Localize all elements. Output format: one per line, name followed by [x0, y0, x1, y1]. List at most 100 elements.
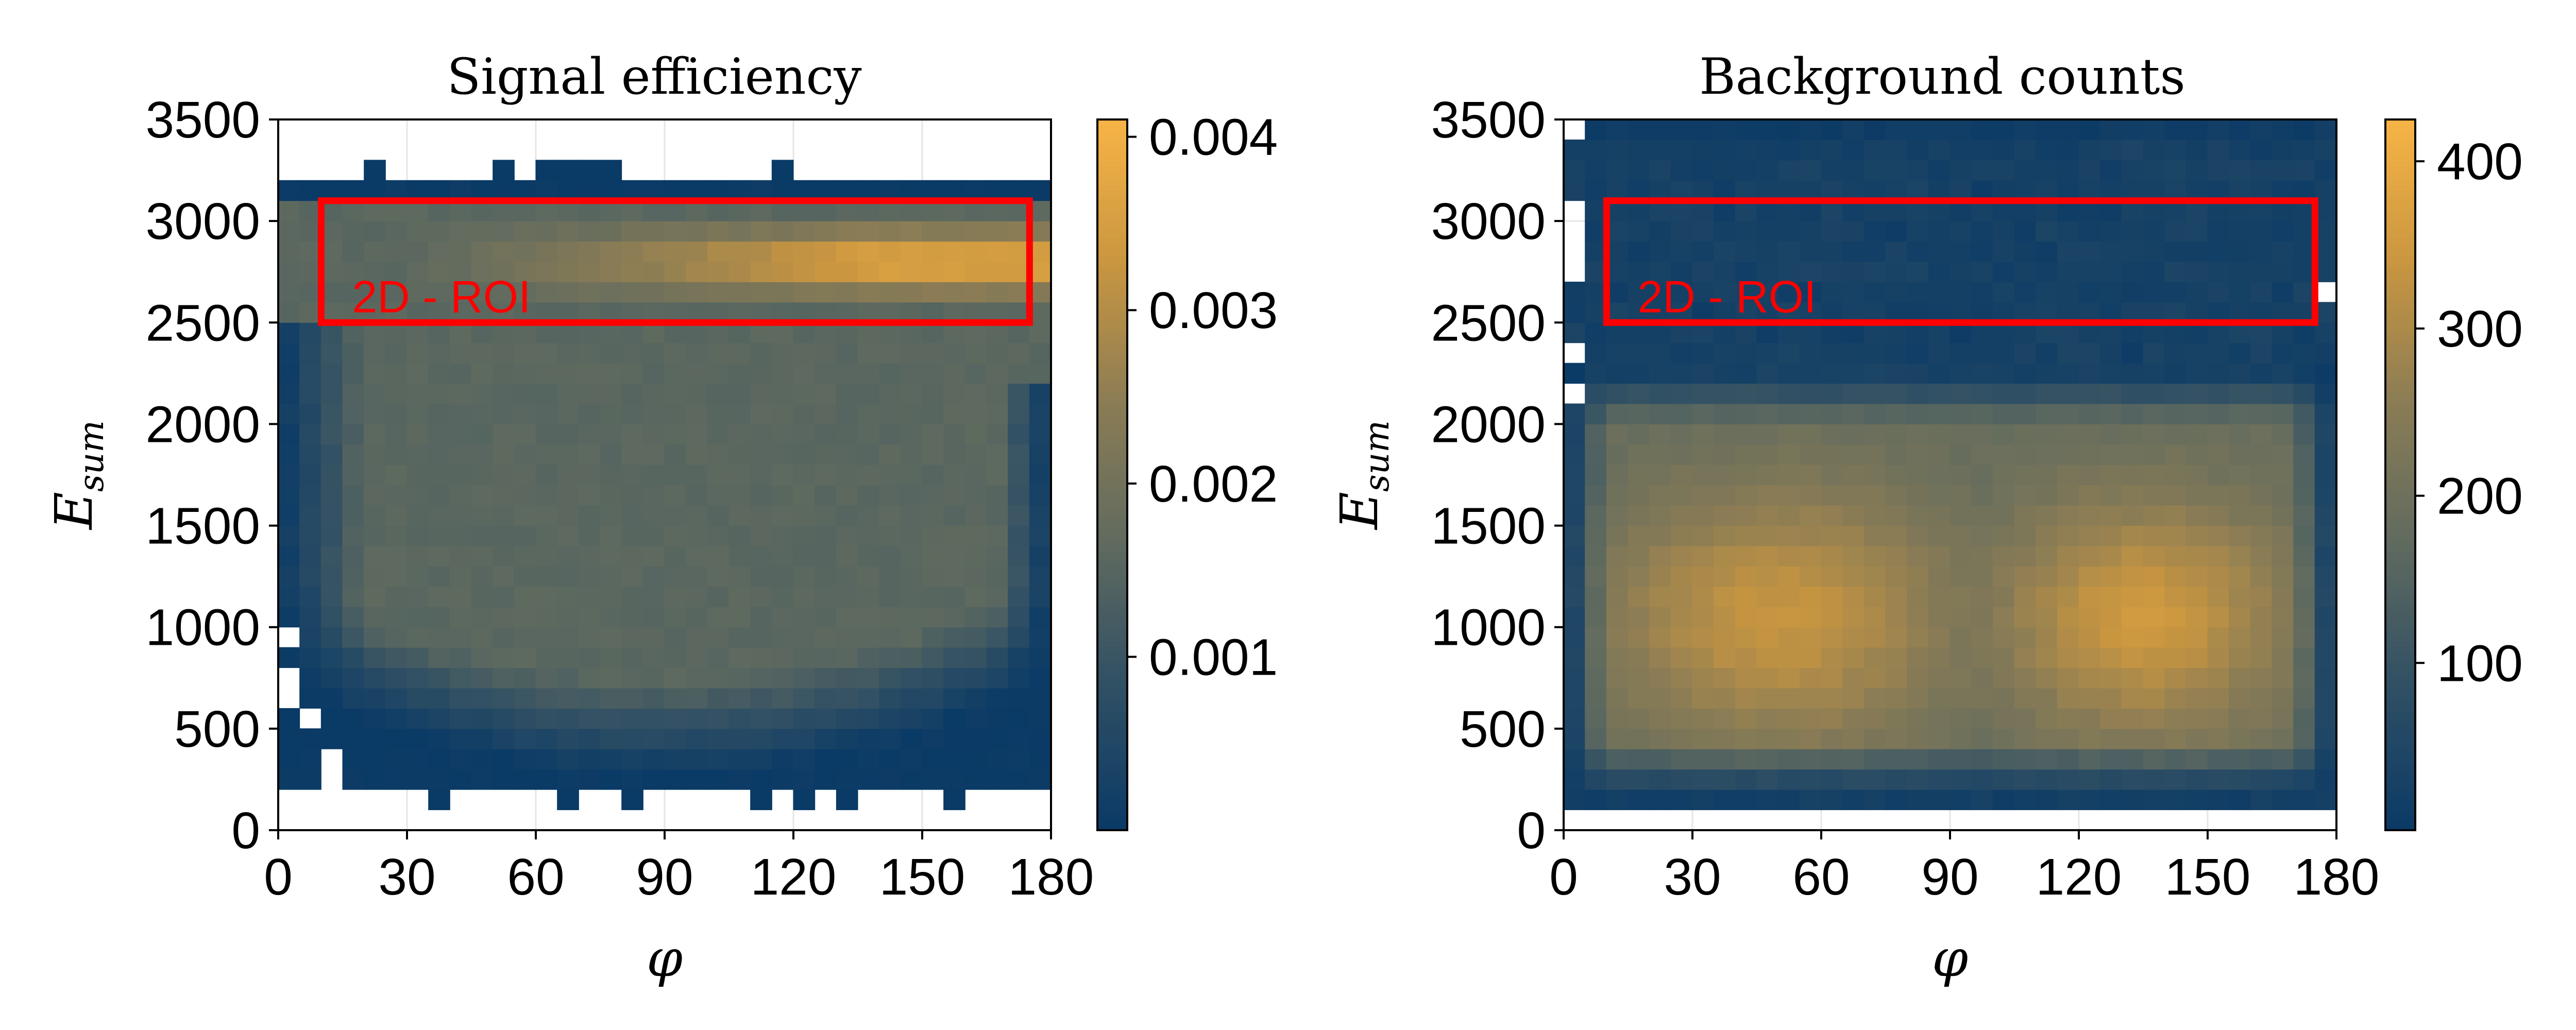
- colorbar-segment: [1097, 362, 1127, 369]
- heatmap-cell: [2014, 728, 2037, 749]
- y-tick-label: 2500: [146, 294, 260, 352]
- heatmap-cell: [1950, 241, 1972, 262]
- heatmap-cell: [428, 505, 450, 526]
- heatmap-cell: [1863, 403, 1886, 424]
- heatmap-cell: [2229, 241, 2251, 262]
- heatmap-cell: [728, 688, 751, 709]
- heatmap-cell: [2014, 565, 2037, 587]
- heatmap-cell: [342, 748, 365, 770]
- heatmap-cell: [2164, 688, 2187, 709]
- heatmap-cell: [1670, 586, 1693, 607]
- heatmap-cell: [278, 444, 300, 465]
- heatmap-cell: [1971, 769, 1993, 790]
- heatmap-cell: [771, 342, 794, 364]
- heatmap-cell: [1606, 444, 1629, 465]
- heatmap-cell: [664, 748, 687, 770]
- colorbar-segment: [2385, 166, 2415, 173]
- heatmap-cell: [2121, 160, 2144, 181]
- heatmap-cell: [943, 383, 965, 404]
- colorbar-segment: [2385, 540, 2415, 546]
- heatmap-cell: [2121, 525, 2144, 546]
- heatmap-cell: [1907, 281, 1929, 303]
- heatmap-cell: [1778, 647, 1800, 668]
- heatmap-cell: [2014, 444, 2037, 465]
- colorbar-segment: [2385, 267, 2415, 274]
- heatmap-cell: [364, 383, 386, 404]
- colorbar-segment: [2385, 486, 2415, 493]
- heatmap-cell: [1842, 728, 1865, 749]
- heatmap-cell: [535, 403, 558, 424]
- heatmap-cell: [664, 281, 687, 303]
- heatmap-cell: [535, 688, 558, 709]
- heatmap-cell: [342, 403, 365, 424]
- heatmap-cell: [1971, 505, 1993, 526]
- heatmap-cell: [707, 688, 730, 709]
- heatmap-cell: [771, 667, 794, 689]
- heatmap-cell: [535, 423, 558, 445]
- heatmap-cell: [879, 423, 901, 445]
- heatmap-cell: [750, 586, 772, 607]
- heatmap-cell: [2250, 525, 2273, 546]
- colorbar-segment: [2385, 581, 2415, 588]
- heatmap-cell: [1907, 565, 1929, 587]
- heatmap-cell: [621, 464, 643, 486]
- heatmap-cell: [2100, 627, 2122, 648]
- heatmap-cell: [1885, 647, 1908, 668]
- heatmap-cell: [1714, 708, 1736, 729]
- heatmap-cell: [664, 342, 687, 364]
- heatmap-cell: [943, 789, 965, 811]
- heatmap-cell: [964, 220, 987, 242]
- heatmap-cell: [815, 241, 837, 262]
- heatmap-cell: [1008, 444, 1030, 465]
- heatmap-cell: [1008, 485, 1030, 506]
- heatmap-cell: [2121, 647, 2144, 668]
- heatmap-cell: [2078, 586, 2101, 607]
- heatmap-cell: [2164, 261, 2187, 282]
- heatmap-cell: [406, 728, 429, 749]
- heatmap-cell: [1992, 423, 2015, 445]
- heatmap-cell: [1799, 342, 1822, 364]
- heatmap-cell: [1885, 748, 1908, 770]
- heatmap-cell: [406, 525, 429, 546]
- colorbar-segment: [1097, 249, 1127, 256]
- heatmap-cell: [2121, 220, 2144, 242]
- colorbar-segment: [1097, 279, 1127, 286]
- heatmap-cell: [2207, 220, 2230, 242]
- heatmap-cell: [578, 748, 601, 770]
- heatmap-cell: [364, 647, 386, 668]
- heatmap-cell: [1735, 444, 1757, 465]
- panel-1-y-label-sub: sum: [72, 420, 111, 492]
- heatmap-cell: [1008, 363, 1030, 384]
- heatmap-cell: [728, 423, 751, 445]
- heatmap-cell: [1563, 464, 1586, 486]
- heatmap-cell: [1971, 789, 1993, 811]
- heatmap-cell: [578, 545, 601, 566]
- heatmap-cell: [621, 545, 643, 566]
- heatmap-cell: [535, 627, 558, 648]
- heatmap-cell: [2293, 769, 2315, 790]
- heatmap-cell: [900, 485, 923, 506]
- heatmap-cell: [1950, 748, 1972, 770]
- heatmap-cell: [836, 403, 858, 424]
- heatmap-cell: [1950, 606, 1972, 628]
- heatmap-cell: [815, 728, 837, 749]
- heatmap-cell: [771, 586, 794, 607]
- heatmap-cell: [1799, 789, 1822, 811]
- heatmap-cell: [2121, 119, 2144, 140]
- heatmap-cell: [535, 261, 558, 282]
- colorbar-segment: [2385, 806, 2415, 813]
- heatmap-cell: [1778, 728, 1800, 749]
- heatmap-cell: [1907, 647, 1929, 668]
- heatmap-cell: [385, 403, 408, 424]
- heatmap-cell: [1863, 342, 1886, 364]
- heatmap-cell: [1692, 220, 1715, 242]
- heatmap-cell: [1950, 383, 1972, 404]
- heatmap-cell: [1950, 363, 1972, 384]
- colorbar-segment: [1097, 386, 1127, 392]
- heatmap-cell: [1928, 281, 1951, 303]
- heatmap-cell: [320, 606, 343, 628]
- heatmap-cell: [364, 281, 386, 303]
- y-tick-label: 0: [231, 802, 260, 860]
- heatmap-cell: [600, 545, 622, 566]
- heatmap-cell: [364, 769, 386, 790]
